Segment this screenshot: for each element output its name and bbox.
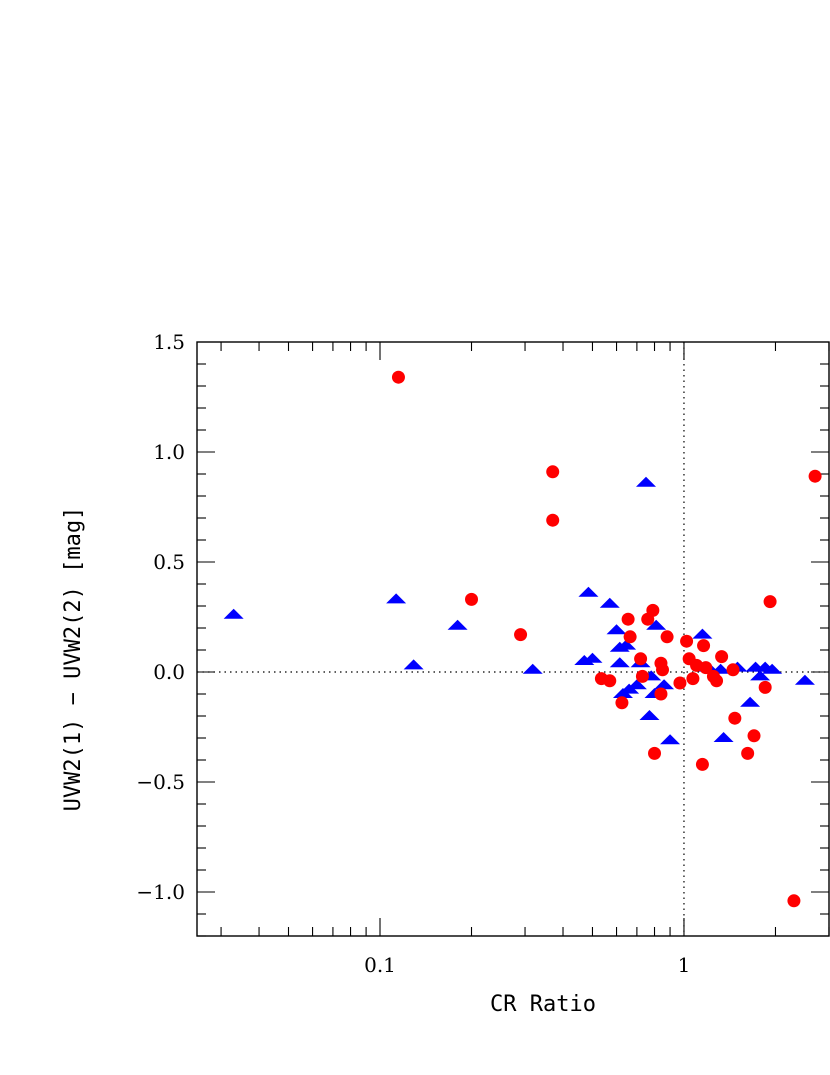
circle-point: [603, 674, 617, 688]
triangle-point: [692, 628, 713, 639]
circle-point: [660, 630, 674, 644]
circle-point: [763, 595, 777, 609]
x-axis-label: CR Ratio: [490, 992, 596, 1017]
circle-point: [615, 696, 629, 710]
y-tick-label: 1.0: [153, 440, 185, 464]
x-tick-label: 1: [678, 953, 691, 977]
triangle-point: [639, 710, 660, 720]
triangle-point: [578, 586, 599, 597]
circle-point: [715, 650, 729, 664]
circle-point: [648, 746, 662, 760]
reference-lines: [197, 342, 829, 936]
triangle-point: [223, 608, 244, 619]
triangle-point: [386, 593, 407, 604]
triangle-point: [447, 619, 468, 630]
plot-frame: [196, 341, 830, 937]
triangle-point: [609, 657, 630, 668]
y-tick-label: −1.0: [136, 880, 185, 904]
circle-point: [546, 513, 560, 527]
triangle-point: [660, 734, 681, 745]
y-tick-label: 0.5: [153, 550, 185, 574]
circle-point: [673, 676, 687, 690]
circle-point: [695, 757, 709, 771]
tick-labels: 0.1 1 1.5 1.0 0.5 0.0 −0.5 −1.0: [136, 330, 690, 977]
triangle-point: [626, 679, 647, 690]
circle-point: [726, 663, 740, 677]
circle-point: [710, 674, 724, 688]
circle-point: [635, 669, 649, 683]
circle-point: [465, 592, 479, 606]
axis-ticks: [197, 341, 830, 937]
triangle-point: [599, 597, 620, 608]
triangle-point: [606, 624, 627, 635]
plot-border: [196, 341, 830, 937]
circle-point: [747, 729, 761, 743]
triangle-point: [750, 670, 771, 681]
triangle-point: [616, 639, 637, 650]
circle-point: [741, 746, 755, 760]
circle-point: [654, 687, 668, 701]
triangle-point: [794, 674, 815, 685]
circle-point: [391, 370, 405, 384]
triangle-point: [582, 652, 603, 663]
circle-point: [697, 639, 711, 653]
triangle-point: [740, 696, 761, 707]
circle-point: [808, 469, 822, 483]
x-tick-label: 0.1: [364, 953, 396, 977]
triangle-point: [646, 619, 667, 630]
data-points: [223, 370, 822, 908]
circle-point: [623, 630, 637, 644]
circle-point: [699, 661, 713, 675]
triangle-point: [713, 732, 734, 742]
circle-point: [546, 465, 560, 479]
triangle-point: [762, 663, 783, 674]
y-axis-label: UVW2(1) − UVW2(2) [mag]: [61, 507, 86, 812]
circle-point: [634, 652, 648, 666]
circle-point: [680, 634, 694, 648]
triangle-point: [403, 659, 424, 670]
circle-point: [686, 672, 700, 686]
circle-point: [787, 894, 801, 908]
y-tick-label: 0.0: [153, 660, 185, 684]
circle-point: [621, 612, 635, 626]
y-tick-label: 1.5: [153, 330, 185, 354]
triangle-point: [635, 476, 656, 487]
triangle-point: [522, 663, 543, 674]
circle-point: [656, 663, 670, 677]
circle-point: [728, 711, 742, 725]
circle-point: [758, 680, 772, 694]
y-tick-label: −0.5: [136, 770, 185, 794]
triangle-point: [654, 679, 675, 690]
circle-point: [514, 628, 528, 642]
circle-point: [646, 603, 660, 617]
